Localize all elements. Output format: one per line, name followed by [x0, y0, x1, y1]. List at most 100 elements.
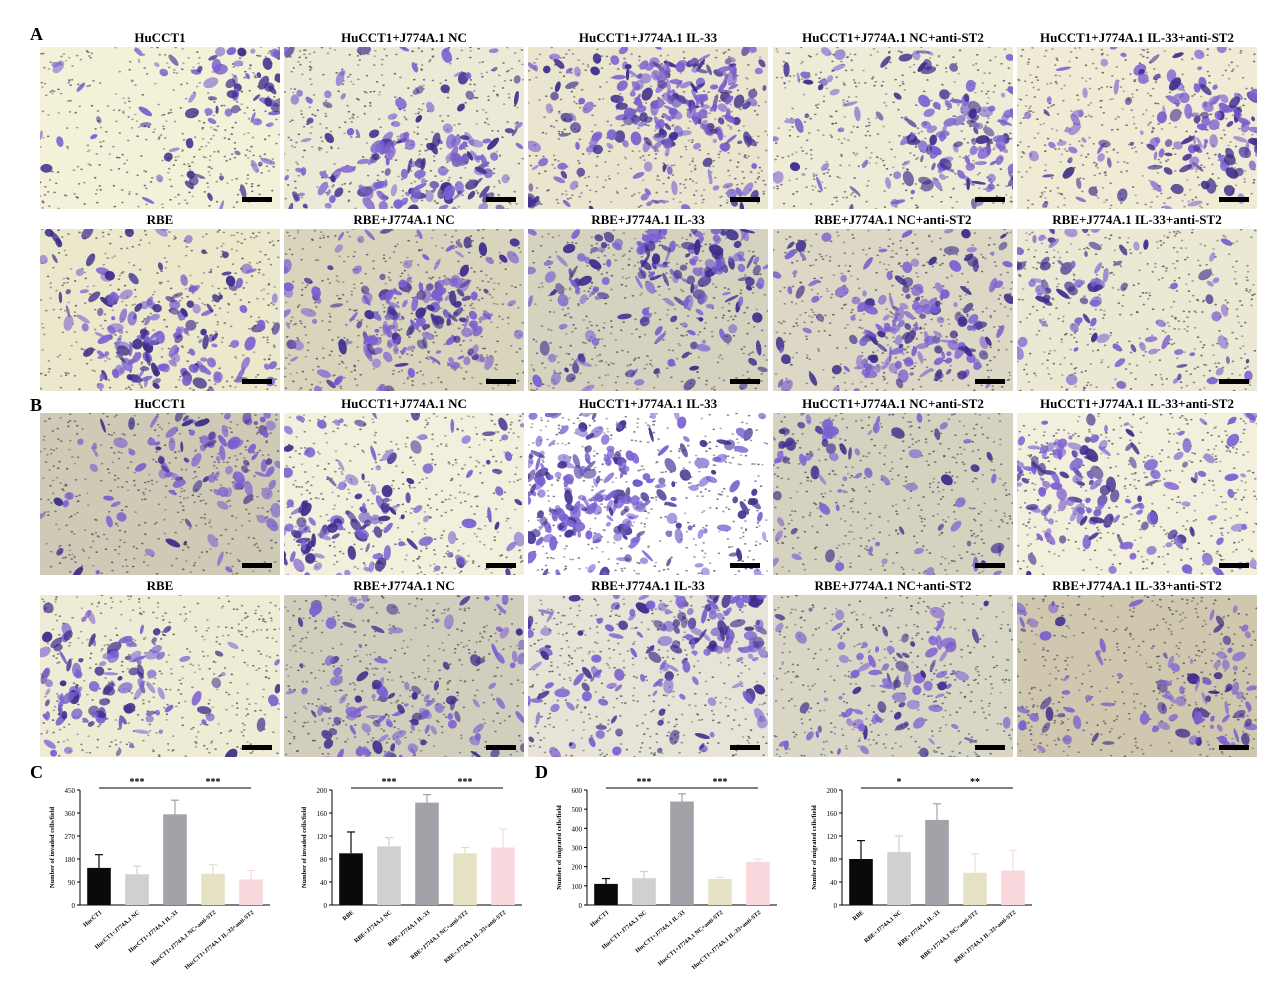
y-axis-label: Number of invaded cells/field: [301, 806, 308, 888]
bar: [87, 868, 111, 905]
micrograph-image: [1017, 229, 1257, 391]
micrograph-title: HuCCT1+J774A.1 IL-33: [528, 396, 768, 412]
y-tick-label: 0: [834, 902, 838, 910]
micrograph-image: [40, 413, 280, 575]
y-tick-label: 400: [572, 825, 583, 833]
micrograph-image: [528, 229, 768, 391]
y-tick-label: 80: [320, 856, 328, 864]
micrograph-title: RBE+J774A.1 IL-33+anti-ST2: [1017, 212, 1257, 228]
micrograph-title: RBE+J774A.1 NC+anti-ST2: [773, 212, 1013, 228]
micrograph-image: [40, 229, 280, 391]
y-axis-label: Number of invaded cells/field: [49, 806, 56, 888]
bar: [415, 803, 439, 905]
micrograph-title: RBE: [40, 212, 280, 228]
micrograph-title: HuCCT1+J774A.1 IL-33: [528, 30, 768, 46]
x-tick-label: HucCT1: [590, 910, 611, 929]
x-tick-label: HucCT1: [83, 910, 104, 929]
y-tick-label: 0: [324, 902, 328, 910]
x-tick-label: RBE: [852, 910, 865, 923]
x-tick-label: RBE+J774A.1 IL-33: [897, 910, 941, 948]
significance-label: ***: [458, 777, 473, 788]
x-tick-label: HucCT1+J774A.1 IL-33+anti-ST2: [691, 910, 762, 971]
x-tick-label: RBE+J774A.1 IL-33: [387, 910, 431, 948]
y-tick-label: 600: [572, 787, 583, 795]
micrograph-image: [528, 413, 768, 575]
bar: [708, 879, 732, 905]
micrograph-title: RBE+J774A.1 NC: [284, 212, 524, 228]
bar: [491, 848, 515, 906]
micrograph-image: [284, 47, 524, 209]
bar: [201, 874, 225, 905]
y-tick-label: 200: [572, 864, 583, 872]
bar: [453, 853, 477, 905]
significance-label: ***: [637, 777, 652, 788]
bar: [963, 873, 987, 905]
bar: [670, 802, 694, 906]
micrograph-image: [40, 47, 280, 209]
micrograph-title: RBE+J774A.1 IL-33+anti-ST2: [1017, 578, 1257, 594]
y-tick-label: 200: [827, 787, 838, 795]
x-tick-label: RBE+J774A.1 NC: [864, 910, 904, 945]
x-tick-label: HucCT1+J774A.1 NC+anti-ST2: [657, 910, 724, 967]
x-tick-label: RBE+J774A.1 IL-33+anti-ST2: [954, 910, 1018, 965]
y-tick-label: 450: [65, 787, 76, 795]
bar: [594, 884, 618, 905]
panel-label-d: D: [535, 762, 548, 783]
micrograph-title: HuCCT1+J774A.1 NC+anti-ST2: [773, 396, 1013, 412]
x-tick-label: HucCT1+J774A.1 IL-33+anti-ST2: [184, 910, 255, 971]
micrograph-title: RBE: [40, 578, 280, 594]
micrograph-image: [773, 595, 1013, 757]
significance-label: **: [970, 777, 980, 788]
micrograph-title: RBE+J774A.1 IL-33: [528, 212, 768, 228]
micrograph-title: RBE+J774A.1 NC+anti-ST2: [773, 578, 1013, 594]
bar: [849, 859, 873, 905]
significance-label: *: [897, 777, 902, 788]
y-tick-label: 200: [317, 787, 328, 795]
y-tick-label: 160: [317, 810, 328, 818]
y-tick-label: 100: [572, 883, 583, 891]
micrograph-title: RBE+J774A.1 IL-33: [528, 578, 768, 594]
micrograph-image: [528, 595, 768, 757]
x-tick-label: RBE+J774A.1 NC: [354, 910, 394, 945]
bar: [632, 878, 656, 905]
chart-migration-rbe: 0 40 80 120 160 200 Number of migrated cells/f…: [800, 782, 1040, 992]
micrograph-title: HuCCT1+J774A.1 NC: [284, 396, 524, 412]
y-tick-label: 120: [827, 833, 838, 841]
bar: [163, 814, 187, 905]
y-tick-label: 40: [320, 879, 328, 887]
bar: [125, 874, 149, 905]
micrograph-image: [1017, 595, 1257, 757]
bar: [887, 852, 911, 905]
y-axis-label: Number of migrated cells/field: [811, 805, 818, 890]
y-tick-label: 80: [830, 856, 838, 864]
y-tick-label: 180: [65, 856, 76, 864]
micrograph-title: HuCCT1: [40, 30, 280, 46]
y-tick-label: 270: [65, 833, 76, 841]
micrograph-image: [1017, 413, 1257, 575]
micrograph-title: HuCCT1+J774A.1 NC+anti-ST2: [773, 30, 1013, 46]
y-tick-label: 0: [72, 902, 76, 910]
y-tick-label: 160: [827, 810, 838, 818]
x-tick-label: HucCT1+J774A.1 NC+anti-ST2: [150, 910, 217, 967]
bar: [746, 862, 770, 905]
micrograph-title: HuCCT1+J774A.1 NC: [284, 30, 524, 46]
micrograph-image: [773, 47, 1013, 209]
y-tick-label: 40: [830, 879, 838, 887]
micrograph-title: RBE+J774A.1 NC: [284, 578, 524, 594]
micrograph-image: [284, 229, 524, 391]
y-axis-label: Number of migrated cells/field: [556, 805, 563, 890]
micrograph-title: HuCCT1: [40, 396, 280, 412]
bar: [239, 879, 263, 905]
significance-label: ***: [130, 777, 145, 788]
micrograph-title: HuCCT1+J774A.1 IL-33+anti-ST2: [1017, 30, 1257, 46]
panel-label-c: C: [30, 762, 43, 783]
bar: [339, 853, 363, 905]
significance-label: ***: [713, 777, 728, 788]
bar: [925, 820, 949, 905]
significance-label: ***: [382, 777, 397, 788]
micrograph-title: HuCCT1+J774A.1 IL-33+anti-ST2: [1017, 396, 1257, 412]
micrograph-image: [284, 413, 524, 575]
micrograph-image: [528, 47, 768, 209]
